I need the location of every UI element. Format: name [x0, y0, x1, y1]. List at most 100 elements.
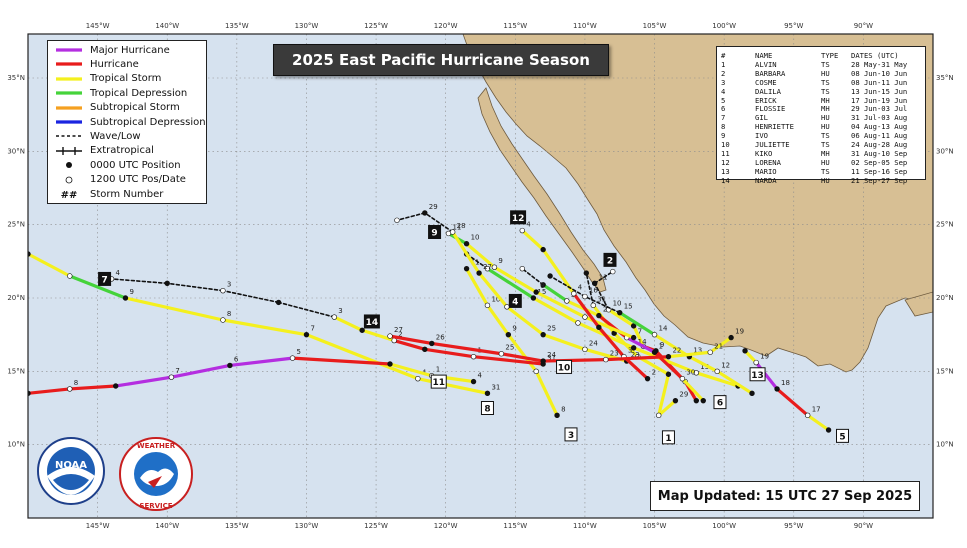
- storm-table-cell: 02 Sep-05 Sep: [851, 157, 908, 167]
- legend-item: ## Storm Number: [54, 187, 164, 202]
- track-segment: [28, 387, 72, 395]
- track-date-label: 18: [781, 379, 790, 387]
- storm-table-cell: TS: [821, 59, 830, 69]
- track-segment: [597, 325, 626, 359]
- track-date-label: 22: [672, 347, 681, 355]
- track-date-label: 31: [491, 383, 500, 391]
- track-segment: [471, 355, 545, 366]
- position-1200utc: [564, 298, 570, 304]
- legend-item: Tropical Storm: [54, 72, 161, 86]
- position-1200utc: [220, 317, 226, 323]
- track-date-label: 10: [491, 295, 500, 303]
- storm-track-7: 3112334: [108, 269, 556, 367]
- legend-label: Hurricane: [90, 58, 139, 70]
- track-date-label: 19: [735, 328, 744, 336]
- track-segment: [680, 377, 705, 403]
- svg-text:WEATHER: WEATHER: [137, 442, 176, 450]
- track-date-label: 4: [526, 221, 531, 229]
- storm-number-box: [836, 428, 849, 443]
- storm-table-cell: #: [721, 51, 726, 60]
- track-date-label: 25: [547, 325, 556, 333]
- storm-table-row: 2 BARBARA HU 08 Jun-10 Jun: [721, 69, 921, 78]
- storm-table-cell: 13: [721, 166, 730, 176]
- legend-item: Subtropical Storm: [54, 101, 180, 115]
- lat-tick-label: 25°N: [936, 221, 954, 229]
- storm-table-cell: KIKO: [755, 148, 773, 158]
- position-0000utc: [540, 282, 546, 288]
- track-segment: [68, 274, 128, 300]
- legend: Major Hurricane Hurricane Tropical Storm Tr…: [47, 40, 207, 204]
- lat-tick-label: 20°N: [7, 294, 25, 302]
- position-1200utc: [714, 368, 720, 375]
- track-segment: [388, 334, 434, 346]
- track-segment: [392, 338, 427, 351]
- track-date-label: 11: [452, 223, 461, 231]
- lon-tick-label: 95°W: [784, 522, 803, 530]
- storm-table-header: # NAME TYPE DATES (UTC): [721, 51, 921, 60]
- track-date-label: 13: [700, 363, 709, 371]
- land-cuba-region: [904, 291, 933, 317]
- storm-table-cell: TS: [821, 140, 830, 149]
- legend-symbol: [54, 88, 84, 98]
- position-0000utc: [470, 378, 477, 385]
- track-segment: [123, 296, 225, 322]
- legend-label: 0000 UTC Position: [90, 159, 181, 171]
- position-0000utc: [749, 390, 755, 397]
- storm-table-cell: COSME: [755, 77, 777, 87]
- storm-track-11: 4 1 5 6 7 8: [28, 348, 483, 397]
- storm-table-cell: MH: [821, 104, 830, 114]
- storm-table-cell: NARDA: [755, 175, 777, 185]
- lat-tick-label: 35°N: [936, 74, 954, 82]
- track-segment: [632, 324, 646, 348]
- nws-logo: WEATHER SERVICE: [119, 437, 193, 511]
- storm-table-cell: 11 Sep-16 Sep: [851, 166, 908, 176]
- storm-number-label: 1: [665, 434, 671, 444]
- position-0000utc: [359, 327, 365, 333]
- track-segment: [715, 369, 754, 395]
- storm-track-10: 23242526272829: [394, 203, 640, 364]
- position-1200utc: [168, 374, 175, 380]
- lon-tick-label: 90°W: [854, 522, 873, 530]
- position-0000utc: [596, 324, 602, 331]
- lon-tick-label: 120°W: [434, 522, 458, 530]
- storm-table-cell: HU: [821, 122, 830, 132]
- legend-symbol: [54, 74, 84, 84]
- svg-text:NOAA: NOAA: [55, 460, 87, 471]
- position-0000utc: [227, 362, 233, 369]
- storm-table-cell: 6: [721, 104, 726, 114]
- storm-table-cell: 17 Jun-19 Jun: [851, 95, 908, 105]
- position-1200utc: [603, 356, 609, 363]
- storm-number-box: [430, 374, 447, 389]
- track-date-label: 30: [686, 369, 695, 377]
- position-0000utc: [596, 312, 602, 319]
- lon-tick-label: 130°W: [295, 522, 319, 530]
- position-0000utc: [617, 309, 623, 316]
- legend-item: Wave/Low: [54, 129, 141, 143]
- track-date-label: 11: [471, 259, 480, 267]
- position-0000utc: [644, 375, 651, 382]
- storm-number-label: 4: [512, 297, 518, 307]
- lon-tick-label: 115°W: [503, 22, 527, 30]
- track-segment: [388, 362, 434, 378]
- track-segment: [593, 282, 610, 311]
- storm-track-3: 8 9 10 11: [463, 259, 566, 419]
- track-date-label: 27: [394, 326, 403, 334]
- lat-tick-label: 35°N: [7, 74, 25, 82]
- position-1200utc: [220, 287, 226, 294]
- storm-table-cell: IVO: [755, 131, 768, 141]
- storm-table-cell: 1: [721, 59, 726, 69]
- position-0000utc: [630, 334, 637, 341]
- lon-tick-label: 145°W: [86, 22, 110, 30]
- storm-table-cell: DALILA: [755, 86, 781, 96]
- legend-symbol: [54, 59, 84, 69]
- track-date-label: 9: [660, 341, 664, 349]
- lon-tick-label: 105°W: [643, 522, 667, 530]
- lon-tick-label: 130°W: [295, 22, 319, 30]
- storm-number-label: 6: [717, 399, 723, 409]
- track-segment: [694, 371, 740, 388]
- position-0000utc: [665, 353, 672, 360]
- storm-table-cell: 13 Jun-15 Jun: [851, 86, 908, 96]
- position-1200utc: [679, 375, 686, 382]
- track-date-label: 2: [652, 369, 656, 377]
